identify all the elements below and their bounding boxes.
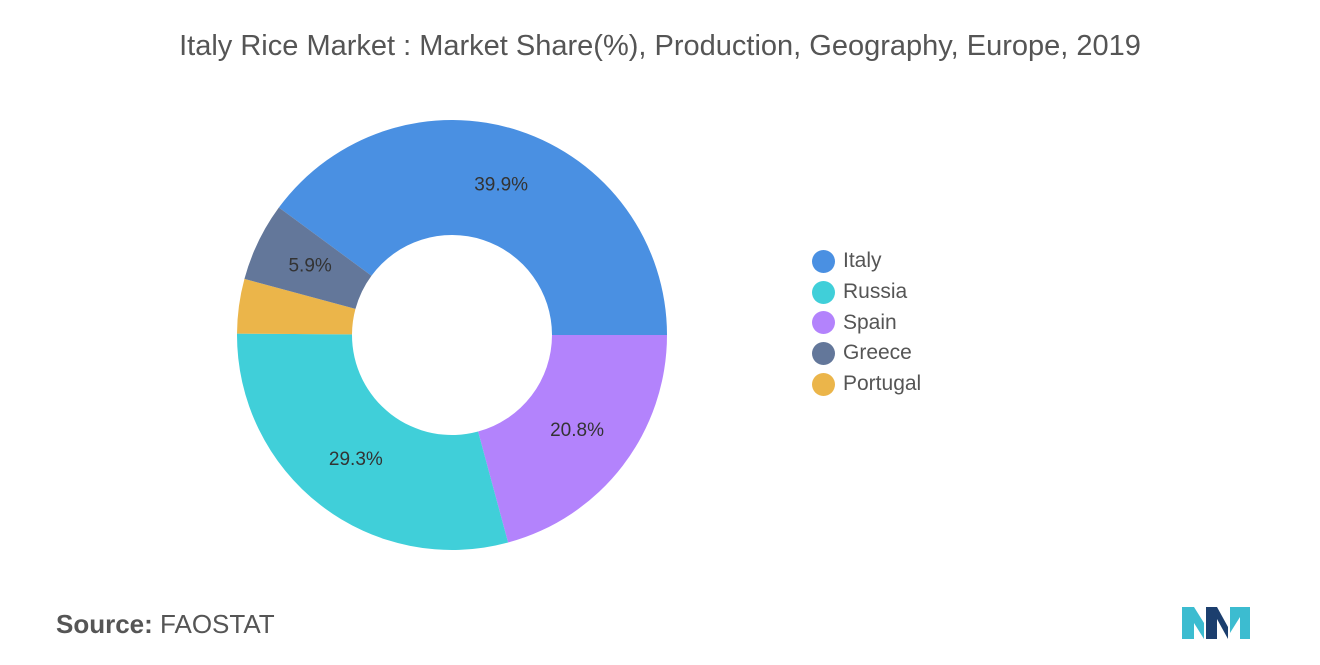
legend-label-italy: Italy (843, 249, 882, 273)
legend-item-spain: Spain (812, 307, 921, 338)
slice-russia (236, 333, 509, 550)
slice-label-greece: 5.9% (288, 256, 331, 277)
slice-label-spain: 20.8% (550, 420, 604, 441)
logo-left-stroke (1182, 607, 1204, 639)
source-value: FAOSTAT (160, 609, 275, 639)
legend-item-portugal: Portugal (812, 369, 921, 400)
legend-label-greece: Greece (843, 341, 912, 365)
logo-right-stroke (1230, 607, 1250, 639)
legend-item-greece: Greece (812, 338, 921, 369)
legend-label-spain: Spain (843, 310, 897, 334)
legend-label-russia: Russia (843, 280, 908, 304)
legend: Italy Russia Spain Greece Portugal (812, 246, 921, 399)
logo-middle-stroke (1206, 607, 1228, 639)
slice-labels: 39.9% 20.8% 29.3% 5.9% (288, 174, 604, 469)
legend-label-portugal: Portugal (843, 372, 922, 396)
legend-item-russia: Russia (812, 277, 921, 308)
mordor-intelligence-logo-icon (1182, 607, 1250, 639)
slice-label-russia: 29.3% (329, 449, 383, 470)
slice-italy (278, 119, 667, 335)
legend-swatch-italy (812, 249, 835, 273)
legend-swatch-russia (812, 280, 835, 304)
slice-portugal (237, 278, 356, 335)
chart-title: Italy Rice Market : Market Share(%), Pro… (179, 30, 1141, 62)
slice-label-italy: 39.9% (474, 174, 528, 195)
legend-swatch-greece (812, 341, 835, 365)
legend-item-italy: Italy (812, 246, 921, 277)
slice-greece (244, 207, 372, 309)
source-label: Source: (56, 609, 153, 639)
slice-spain (478, 335, 667, 543)
source-note: Source: FAOSTAT (56, 609, 275, 640)
legend-swatch-portugal (812, 372, 835, 396)
legend-swatch-spain (812, 311, 835, 335)
donut-slices (236, 119, 667, 550)
